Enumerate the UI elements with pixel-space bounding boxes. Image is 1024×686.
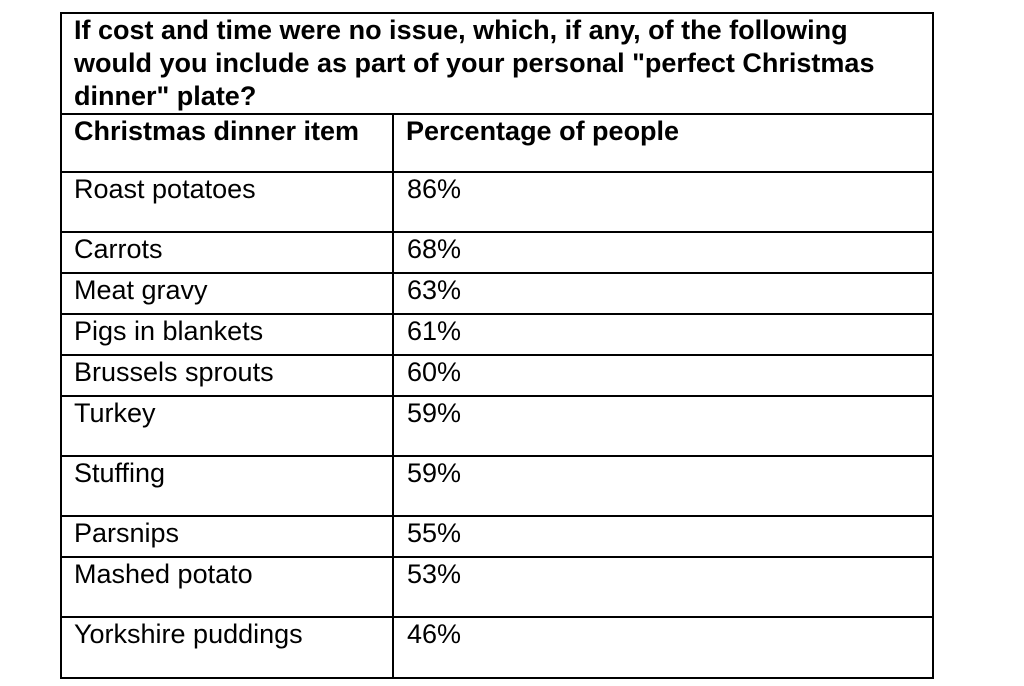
column-header-percentage: Percentage of people — [392, 113, 934, 173]
table-row: Yorkshire puddings 46% — [60, 616, 934, 679]
percentage-cell: 59% — [392, 455, 934, 517]
item-cell: Carrots — [60, 231, 394, 274]
table-row: Parsnips 55% — [60, 515, 934, 558]
percentage-cell: 46% — [392, 616, 934, 679]
percentage-cell: 60% — [392, 354, 934, 397]
item-cell: Meat gravy — [60, 272, 394, 315]
item-cell: Parsnips — [60, 515, 394, 558]
column-header-item: Christmas dinner item — [60, 113, 394, 173]
item-cell: Mashed potato — [60, 556, 394, 618]
table-row: Mashed potato 53% — [60, 556, 934, 618]
question-row: If cost and time were no issue, which, i… — [60, 12, 934, 115]
percentage-cell: 59% — [392, 395, 934, 457]
item-cell: Yorkshire puddings — [60, 616, 394, 679]
survey-question: If cost and time were no issue, which, i… — [60, 12, 934, 115]
table-row: Carrots 68% — [60, 231, 934, 274]
item-cell: Turkey — [60, 395, 394, 457]
percentage-cell: 86% — [392, 171, 934, 233]
table-row: Turkey 59% — [60, 395, 934, 457]
table-row: Meat gravy 63% — [60, 272, 934, 315]
table-row: Brussels sprouts 60% — [60, 354, 934, 397]
percentage-cell: 61% — [392, 313, 934, 356]
table-row: Pigs in blankets 61% — [60, 313, 934, 356]
table-row: Stuffing 59% — [60, 455, 934, 517]
table-row: Roast potatoes 86% — [60, 171, 934, 233]
item-cell: Brussels sprouts — [60, 354, 394, 397]
percentage-cell: 68% — [392, 231, 934, 274]
survey-results-table: If cost and time were no issue, which, i… — [60, 12, 934, 679]
item-cell: Roast potatoes — [60, 171, 394, 233]
item-cell: Pigs in blankets — [60, 313, 394, 356]
percentage-cell: 55% — [392, 515, 934, 558]
item-cell: Stuffing — [60, 455, 394, 517]
percentage-cell: 53% — [392, 556, 934, 618]
header-row: Christmas dinner item Percentage of peop… — [60, 113, 934, 173]
percentage-cell: 63% — [392, 272, 934, 315]
